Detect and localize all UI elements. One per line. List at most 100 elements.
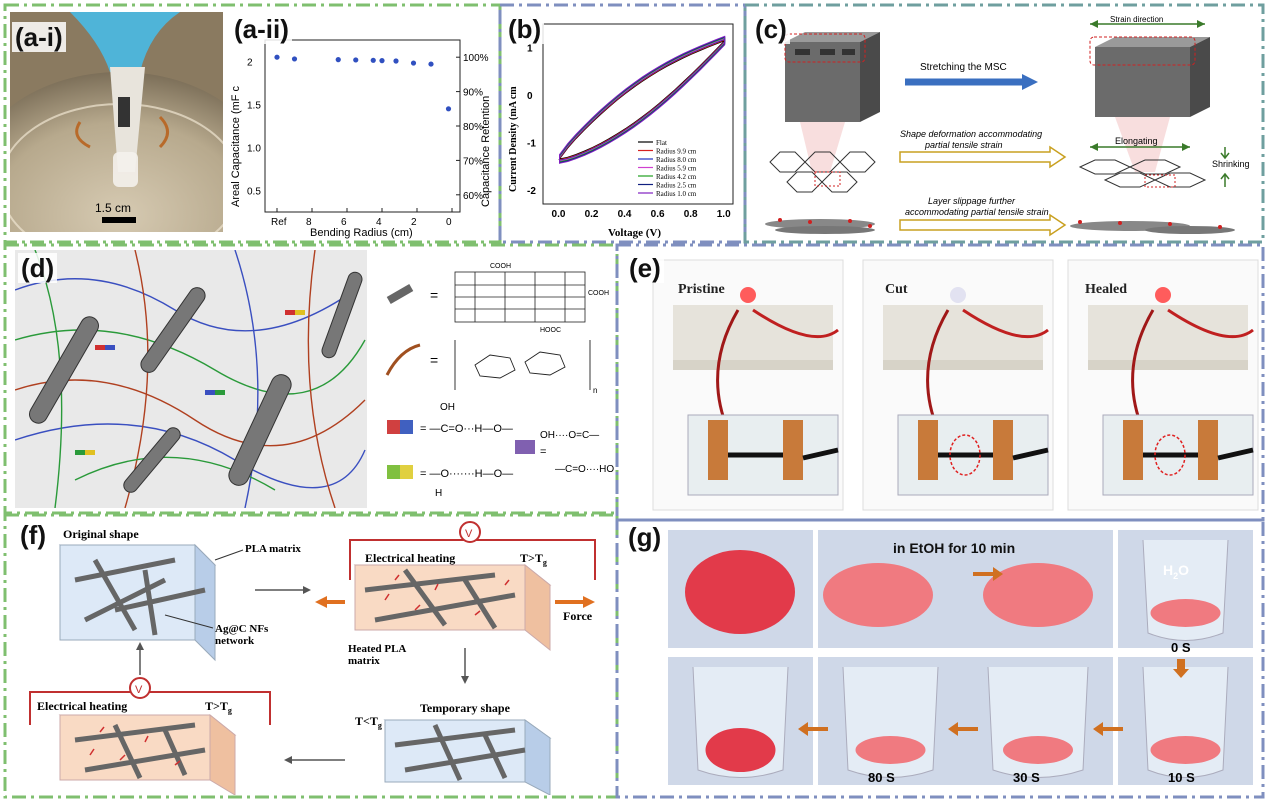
- panel-a-ii: Ref 8 6 4 2 0 0.5 1.0 1.5 2 60% 70% 80% 90% 100% Areal…: [225, 12, 498, 242]
- data-point: [379, 58, 385, 64]
- panel-label-a-i: (a-i): [12, 22, 66, 52]
- panel-c: Stretching the MSC Strain direction: [750, 12, 1262, 240]
- b-x-tick-label: 0.4: [618, 209, 632, 220]
- legend-entry: Radius 9.9 cm: [656, 148, 697, 156]
- original-box: [58, 543, 217, 662]
- h2o-label: H2O: [1163, 562, 1190, 581]
- cv-series-line: [559, 35, 726, 164]
- cv-chart: 0.0 0.2 0.4 0.6 0.8 1.0 -2 -1 0 1 Current Density…: [508, 23, 734, 239]
- label-cut: Cut: [885, 282, 908, 297]
- copper-tape: [993, 420, 1013, 480]
- layer-slip-label-2: accommodating partial tensile strain: [905, 207, 1049, 217]
- svg-text:=: =: [430, 352, 438, 368]
- y-tick-label: 2: [247, 58, 253, 69]
- data-point: [370, 57, 376, 63]
- data-point: [291, 56, 298, 62]
- repeat-n-label: n: [593, 386, 597, 395]
- hbond-diagram-1: = —C=O···H—O— OH: [387, 402, 513, 435]
- data-point: [353, 57, 359, 63]
- b-y-tick-label: -2: [527, 186, 536, 197]
- time-10s: 10 S: [1168, 770, 1195, 785]
- legend-entry: Radius 8.0 cm: [656, 156, 697, 164]
- data-point: [428, 61, 434, 67]
- b-x-tick-label: 0.0: [552, 209, 566, 220]
- y-tick-label: 1.5: [247, 101, 261, 112]
- b-y-tick-label: 0: [527, 91, 533, 102]
- panel-g: (g) in EtOH for 10 min H2O 0 S 10 S 30 S…: [623, 522, 1263, 792]
- panel-e: (e) Pristine Cut Healed: [623, 250, 1263, 515]
- panel-a-i: 1.5 cm (a-i): [0, 12, 270, 292]
- hbond-diagram-2: = —O·······H—O— H: [387, 465, 513, 499]
- heated-pla-label-1: Heated PLA: [348, 643, 406, 655]
- breadboard: [883, 305, 1043, 360]
- svg-text:= —O·······H—O—: = —O·······H—O—: [420, 468, 513, 480]
- copper-tape: [783, 420, 803, 480]
- hbond-diagram-3: OH····O=C— = —C=O····HO: [515, 430, 614, 475]
- copper-tape: [918, 420, 938, 480]
- stretch-label: Stretching the MSC: [920, 62, 1007, 73]
- agc-label-1: Ag@C NFs: [215, 623, 269, 635]
- cnt-structure: [454, 271, 586, 323]
- legend-entry: Radius 4.2 cm: [656, 173, 697, 181]
- led: [950, 287, 966, 303]
- cooh-label-top: COOH: [490, 263, 511, 270]
- lattice-object: [1150, 599, 1221, 627]
- svg-text:= —C=O···H—O—: = —C=O···H—O—: [420, 423, 513, 435]
- data-point: [410, 60, 417, 66]
- y-tick-label: 1.0: [247, 144, 261, 155]
- shrinking-label: Shrinking: [1212, 159, 1250, 169]
- svg-text:—C=O····HO: —C=O····HO: [555, 464, 614, 475]
- panel-label-g: (g): [625, 522, 665, 552]
- y2-tick-label: 100%: [463, 53, 489, 64]
- data-point: [445, 106, 452, 112]
- bottom-heated-box: [29, 677, 271, 796]
- heated-pla-label-2: matrix: [348, 655, 380, 667]
- data-point: [393, 58, 399, 64]
- b-x-tick-label: 0.2: [585, 209, 599, 220]
- time-0s: 0 S: [1171, 640, 1191, 655]
- led: [740, 287, 756, 303]
- v-symbol-bottom: V: [135, 684, 143, 696]
- b-x-tick-label: 0.6: [651, 209, 665, 220]
- svg-text:OH: OH: [440, 402, 455, 413]
- panel-label-e: (e): [626, 253, 664, 283]
- b-y-tick-label: 1: [527, 44, 533, 55]
- svg-text:H: H: [435, 488, 442, 499]
- breadboard-edge: [883, 360, 1043, 370]
- original-shape-label: Original shape: [63, 527, 139, 541]
- breadboard-edge: [673, 360, 833, 370]
- svg-text:=: =: [430, 287, 438, 303]
- panel-d: = COOH COOH HOOC = n = —C=O···H—O— OH = …: [14, 249, 615, 509]
- lattice-object: [705, 728, 776, 772]
- breadboard-edge: [1088, 360, 1248, 370]
- b-y-axis-label: Current Density (mA cm: [508, 86, 519, 192]
- layer-slip-label-1: Layer slippage further: [928, 196, 1016, 206]
- shape-deform-label-2: partial tensile strain: [924, 140, 1003, 150]
- msc-block-left: [784, 32, 880, 172]
- strain-schematic: Stretching the MSC Strain direction: [765, 15, 1250, 237]
- lattice-object: [685, 550, 795, 634]
- temporary-box: [383, 719, 552, 796]
- lattice-object: [1150, 736, 1221, 764]
- b-x-tick-label: 1.0: [717, 209, 731, 220]
- y-axis-label-left: Areal Capacitance (mF c: [230, 85, 242, 207]
- temporary-shape-label: Temporary shape: [420, 701, 511, 715]
- cv-series-line: [559, 37, 726, 162]
- force-label: Force: [563, 609, 593, 623]
- legend-entry: Radius 1.0 cm: [656, 190, 697, 198]
- x-axis-label: Bending Radius (cm): [310, 227, 413, 239]
- panel-label-a-ii: (a-ii): [231, 14, 292, 44]
- lattice-object: [823, 563, 933, 627]
- x-tick-label: Ref: [271, 217, 287, 228]
- shape-deform-label-1: Shape deformation accommodating: [900, 129, 1042, 139]
- panel-label-c: (c): [752, 14, 790, 44]
- scale-bar-label: 1.5 cm: [95, 201, 131, 215]
- b-y-tick-label: -1: [527, 138, 536, 149]
- cv-series-line: [559, 36, 726, 163]
- time-30s: 30 S: [1013, 770, 1040, 785]
- cv-series-line: [558, 40, 726, 160]
- y-axis-label-right: Capacitance Retention: [480, 96, 492, 207]
- layers-right: [1070, 220, 1235, 234]
- tgt-top: T>Tg: [520, 551, 547, 567]
